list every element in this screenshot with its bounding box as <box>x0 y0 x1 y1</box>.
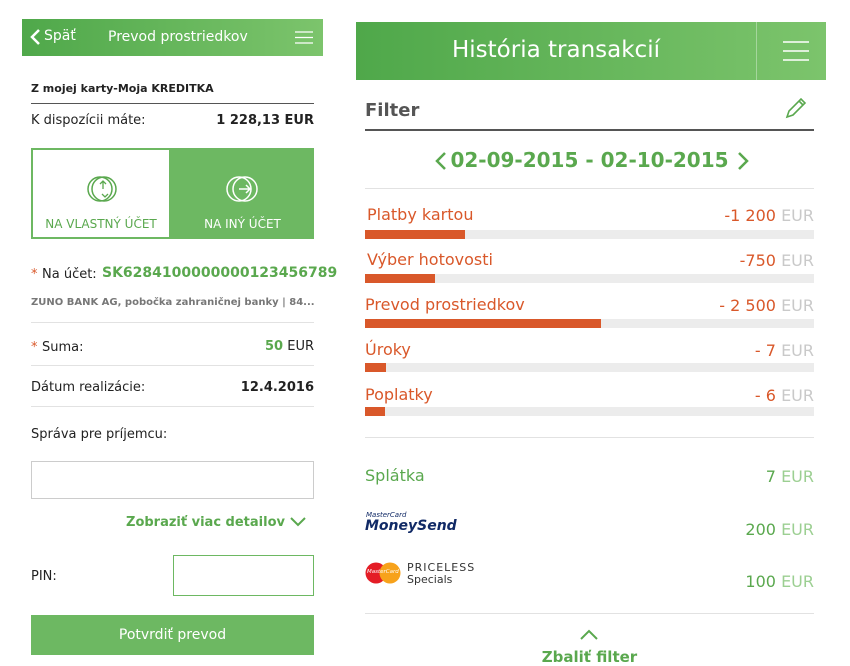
filter-label: Filter <box>365 100 420 121</box>
pin-label: PIN: <box>31 569 57 584</box>
tab-label: NA VLASTNÝ ÚČET <box>45 217 157 231</box>
amount: - 7 <box>754 341 776 360</box>
logo-small-text: MasterCard <box>367 569 399 575</box>
message-input[interactable] <box>31 461 314 499</box>
currency: EUR <box>781 251 814 270</box>
message-label: Správa pre príjemcu: <box>31 427 168 442</box>
divider <box>31 365 314 366</box>
income-label: Splátka <box>365 466 425 485</box>
chevron-up[interactable] <box>579 629 599 641</box>
amount: 7 <box>765 467 776 486</box>
income-amount: 100 EUR <box>745 572 814 591</box>
expense-label: Úroky <box>365 340 411 359</box>
expense-label: Platby kartou <box>367 205 474 224</box>
expense-amount: - 7 EUR <box>755 341 814 360</box>
expense-label: Výber hotovosti <box>367 250 493 269</box>
divider <box>365 188 814 189</box>
currency: EUR <box>781 520 814 539</box>
bar-track <box>365 319 814 328</box>
currency: EUR <box>781 341 814 360</box>
tab-other-account[interactable]: NA INÝ ÚČET <box>171 148 314 239</box>
bar <box>365 407 385 416</box>
available-label: K dispozícii máte: <box>31 113 146 128</box>
account-label: Na účet: <box>42 267 97 282</box>
bar-track <box>365 274 814 283</box>
bar <box>365 363 386 372</box>
bar-track <box>365 230 814 239</box>
divider <box>31 406 314 407</box>
amount: -750 <box>739 251 776 270</box>
required-mark: * <box>31 267 38 282</box>
income-amount: 7 EUR <box>766 467 814 486</box>
logo-small-text: MasterCard <box>366 511 407 519</box>
expense-amount: - 6 EUR <box>755 386 814 405</box>
amount: 100 <box>745 572 776 591</box>
header-divider <box>756 22 757 80</box>
amount: -1 200 <box>724 206 776 225</box>
logo-text: MoneySend <box>365 518 457 534</box>
divider <box>365 613 814 614</box>
income-amount: 200 EUR <box>745 520 814 539</box>
pin-input[interactable] <box>173 555 314 596</box>
date-label: Dátum realizácie: <box>31 380 146 395</box>
confirm-button[interactable]: Potvrdiť prevod <box>31 615 314 655</box>
amount-value: 50 EUR <box>265 339 314 354</box>
amount: 200 <box>745 520 776 539</box>
logo-text: Specials <box>407 573 453 586</box>
bank-name: ZUNO BANK AG, pobočka zahraničnej banky … <box>31 297 315 308</box>
currency: EUR <box>781 206 814 225</box>
expense-amount: -1 200 EUR <box>724 206 814 225</box>
amount-label: Suma: <box>42 340 84 355</box>
divider <box>365 129 814 131</box>
back-button[interactable]: Späť <box>44 28 76 44</box>
header-bar <box>356 22 826 80</box>
divider <box>31 322 314 323</box>
date-range: 02-09-2015 - 02-10-2015 <box>450 148 729 172</box>
bar <box>365 274 435 283</box>
divider <box>365 437 814 438</box>
required-mark: * <box>31 340 38 355</box>
bar <box>365 230 465 239</box>
expense-amount: -750 EUR <box>740 251 814 270</box>
amount: - 6 <box>754 386 776 405</box>
currency: EUR <box>781 386 814 405</box>
date-value: 12.4.2016 <box>240 380 314 395</box>
chevron-down <box>290 517 306 527</box>
header-title: História transakcií <box>452 37 660 63</box>
header-bar <box>22 19 323 56</box>
prev-chevron[interactable] <box>434 151 448 171</box>
expense-label: Prevod prostriedkov <box>365 295 525 314</box>
amount: - 2 500 <box>719 296 776 315</box>
back-chevron[interactable] <box>29 28 41 46</box>
left-screen: Späť Prevod prostriedkov Z mojej karty-M… <box>22 19 337 666</box>
bar-track <box>365 407 814 416</box>
currency: EUR <box>781 467 814 486</box>
header-title: Prevod prostriedkov <box>108 29 248 45</box>
next-chevron[interactable] <box>736 151 750 171</box>
logo-text: PRICELESS <box>407 561 476 574</box>
mastercard-logo <box>365 562 401 584</box>
available-value: 1 228,13 EUR <box>216 113 314 128</box>
currency: EUR <box>781 572 814 591</box>
currency: EUR <box>781 296 814 315</box>
bar <box>365 319 601 328</box>
tab-own-account[interactable]: NA VLASTNÝ ÚČET <box>31 148 171 239</box>
bar-track <box>365 363 814 372</box>
collapse-filter[interactable]: Zbaliť filter <box>541 648 638 666</box>
currency: EUR <box>287 339 314 354</box>
tab-icon <box>87 176 117 202</box>
source-card: Z mojej karty-Moja KREDITKA <box>31 82 214 95</box>
more-details-link[interactable]: Zobraziť viac detailov <box>126 515 285 530</box>
expense-amount: - 2 500 EUR <box>719 296 814 315</box>
account-value: SK6284100000000123456789 <box>102 265 338 281</box>
tab-label: NA INÝ ÚČET <box>204 217 281 231</box>
edit-icon[interactable] <box>784 96 808 120</box>
divider <box>31 103 314 104</box>
tab-icon <box>226 176 258 202</box>
menu-icon[interactable] <box>782 40 810 62</box>
expense-label: Poplatky <box>365 385 433 404</box>
amount: 50 <box>265 339 284 354</box>
menu-icon[interactable] <box>294 30 314 45</box>
